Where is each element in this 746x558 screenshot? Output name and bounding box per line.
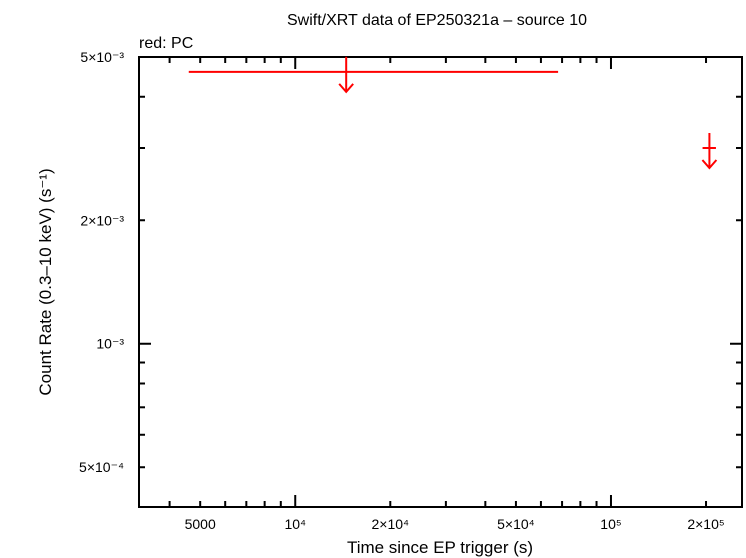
- plot-frame: [138, 56, 743, 508]
- chart-title: Swift/XRT data of EP250321a – source 10: [287, 12, 587, 29]
- y-axis-ticks: 5×10⁻⁴ 10⁻³ 2×10⁻³ 5×10⁻³: [79, 49, 742, 508]
- data-marks: [188, 56, 718, 170]
- x-axis-label: Time since EP trigger (s): [347, 538, 533, 557]
- x-tick-label: 2×10⁵: [687, 516, 724, 532]
- y-tick-label: 10⁻³: [96, 336, 124, 352]
- y-axis-label: Count Rate (0.3–10 keV) (s⁻¹): [36, 168, 55, 395]
- x-tick-label: 2×10⁴: [372, 516, 410, 532]
- y-tick-label: 5×10⁻⁴: [79, 459, 124, 475]
- x-tick-label: 5×10⁴: [497, 516, 535, 532]
- upper-limit-point: [188, 56, 559, 94]
- down-arrow-icon: [338, 83, 354, 94]
- upper-limit-point: [701, 133, 718, 170]
- y-tick-label: 5×10⁻³: [80, 49, 124, 65]
- down-arrow-icon: [701, 159, 718, 170]
- x-tick-label: 10⁵: [600, 516, 621, 532]
- x-axis-ticks: 5000 10⁴ 2×10⁴ 5×10⁴ 10⁵ 2×10⁵: [168, 57, 725, 532]
- y-tick-label: 2×10⁻³: [80, 212, 124, 228]
- legend-entry-pc: red: PC: [139, 35, 193, 52]
- x-tick-label: 5000: [185, 516, 216, 532]
- x-tick-label: 10⁴: [284, 516, 306, 532]
